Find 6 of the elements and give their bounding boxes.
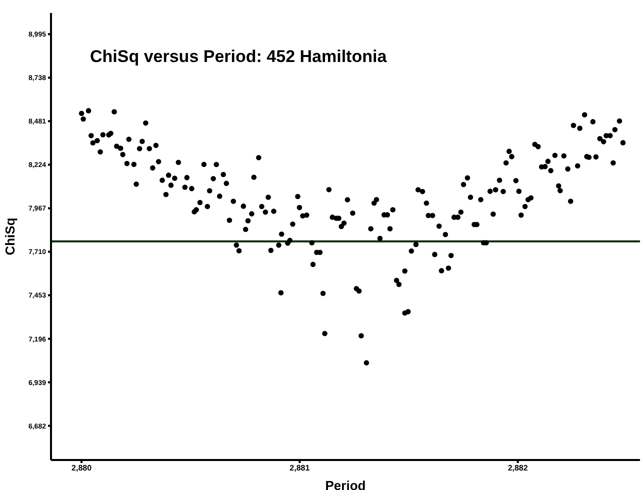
x-tick-label: 2,880 bbox=[72, 464, 92, 473]
x-tick-label: 2,881 bbox=[290, 464, 310, 473]
x-tick-label: 2,882 bbox=[508, 464, 528, 473]
text: ChiSq versus Period: 452 Hamiltonia bbox=[90, 47, 388, 66]
y-axis-title: ChiSq bbox=[2, 218, 18, 256]
x-axis-title: Period bbox=[325, 478, 366, 490]
